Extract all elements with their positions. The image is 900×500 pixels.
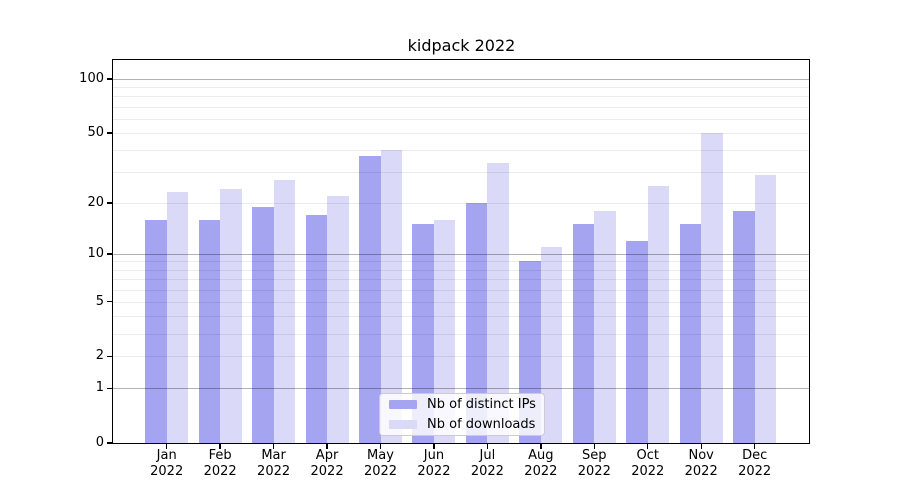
bar-nb-of-downloads-mar-2022 <box>273 180 296 443</box>
bar-nb-of-downloads-sep-2022 <box>594 210 616 443</box>
gridline-minor-90 <box>113 87 810 89</box>
x-tick-mark-jun-2022 <box>433 444 435 449</box>
bar-nb-of-downloads-may-2022 <box>380 150 402 443</box>
y-tick-mark-1 <box>107 387 112 390</box>
y-tick-mark-5 <box>107 300 112 303</box>
y-tick-label-20: 20 <box>87 194 104 210</box>
x-tick-mark-dec-2022 <box>753 444 756 449</box>
x-tick-mark-sep-2022 <box>593 444 595 449</box>
x-tick-mark-apr-2022 <box>326 444 328 449</box>
bar-nb-of-downloads-feb-2022 <box>220 189 242 443</box>
y-tick-mark-50 <box>107 132 112 134</box>
legend-item-distinct-ips: Nb of distinct IPs <box>389 397 536 412</box>
gridline-major-100 <box>113 78 810 80</box>
bar-nb-of-distinct-ips-may-2022 <box>359 156 381 443</box>
legend-item-downloads: Nb of downloads <box>389 417 535 432</box>
chart-title: kidpack 2022 <box>407 36 516 55</box>
x-tick-label-jan-2022: Jan 2022 <box>150 448 184 479</box>
x-tick-mark-feb-2022 <box>219 444 221 449</box>
bar-nb-of-downloads-dec-2022 <box>754 174 777 443</box>
x-tick-label-apr-2022: Apr 2022 <box>310 448 344 479</box>
legend-swatch-downloads <box>389 420 417 429</box>
gridline-minor-70 <box>113 106 810 108</box>
x-tick-mark-nov-2022 <box>700 444 702 449</box>
bar-nb-of-downloads-aug-2022 <box>540 247 563 443</box>
bar-nb-of-distinct-ips-dec-2022 <box>733 210 755 443</box>
x-tick-mark-aug-2022 <box>540 444 542 449</box>
bar-nb-of-distinct-ips-sep-2022 <box>572 224 595 443</box>
x-tick-mark-mar-2022 <box>272 444 275 449</box>
bar-nb-of-downloads-jan-2022 <box>166 192 189 443</box>
bar-nb-of-distinct-ips-nov-2022 <box>679 224 702 443</box>
y-tick-mark-10 <box>107 253 112 255</box>
bar-nb-of-distinct-ips-oct-2022 <box>626 240 648 443</box>
x-tick-label-oct-2022: Oct 2022 <box>631 448 665 479</box>
bar-nb-of-downloads-jun-2022 <box>433 219 456 443</box>
gridline-minor-80 <box>113 96 810 98</box>
bar-nb-of-distinct-ips-jan-2022 <box>145 219 167 443</box>
x-tick-label-dec-2022: Dec 2022 <box>738 448 772 479</box>
x-tick-mark-oct-2022 <box>647 444 649 449</box>
y-tick-label-5: 5 <box>95 293 104 309</box>
y-tick-mark-0 <box>107 442 112 444</box>
bar-nb-of-distinct-ips-mar-2022 <box>252 206 274 443</box>
legend-label-distinct-ips: Nb of distinct IPs <box>427 397 536 412</box>
bar-nb-of-distinct-ips-jul-2022 <box>465 202 488 443</box>
bar-nb-of-downloads-jul-2022 <box>487 162 509 443</box>
y-tick-mark-100 <box>107 78 112 80</box>
x-tick-label-jul-2022: Jul 2022 <box>470 448 504 479</box>
x-tick-label-sep-2022: Sep 2022 <box>577 448 611 479</box>
x-tick-mark-jul-2022 <box>486 444 489 449</box>
x-tick-label-aug-2022: Aug 2022 <box>524 448 558 479</box>
bar-nb-of-downloads-oct-2022 <box>647 186 670 443</box>
y-tick-label-100: 100 <box>79 70 104 86</box>
y-tick-label-1: 1 <box>95 380 104 396</box>
bar-nb-of-downloads-apr-2022 <box>327 195 349 443</box>
bar-nb-of-distinct-ips-apr-2022 <box>305 215 328 443</box>
x-tick-label-nov-2022: Nov 2022 <box>684 448 718 479</box>
legend: Nb of distinct IPs Nb of downloads <box>379 393 545 436</box>
x-tick-label-feb-2022: Feb 2022 <box>203 448 237 479</box>
bar-nb-of-distinct-ips-jun-2022 <box>412 224 434 443</box>
x-tick-mark-may-2022 <box>379 444 382 449</box>
bar-nb-of-distinct-ips-feb-2022 <box>198 219 221 443</box>
x-tick-mark-jan-2022 <box>166 444 168 449</box>
x-tick-label-may-2022: May 2022 <box>363 448 398 479</box>
gridline-minor-60 <box>113 118 810 120</box>
legend-swatch-distinct-ips <box>389 400 417 409</box>
y-tick-label-2: 2 <box>95 348 104 364</box>
y-tick-label-10: 10 <box>87 245 104 261</box>
y-tick-mark-2 <box>107 355 112 358</box>
y-tick-mark-20 <box>107 202 112 204</box>
bar-nb-of-downloads-nov-2022 <box>701 132 723 443</box>
y-tick-label-50: 50 <box>87 124 104 140</box>
legend-label-downloads: Nb of downloads <box>427 417 536 432</box>
y-tick-label-0: 0 <box>95 435 104 450</box>
x-tick-label-jun-2022: Jun 2022 <box>417 448 451 479</box>
x-tick-label-mar-2022: Mar 2022 <box>257 448 291 479</box>
